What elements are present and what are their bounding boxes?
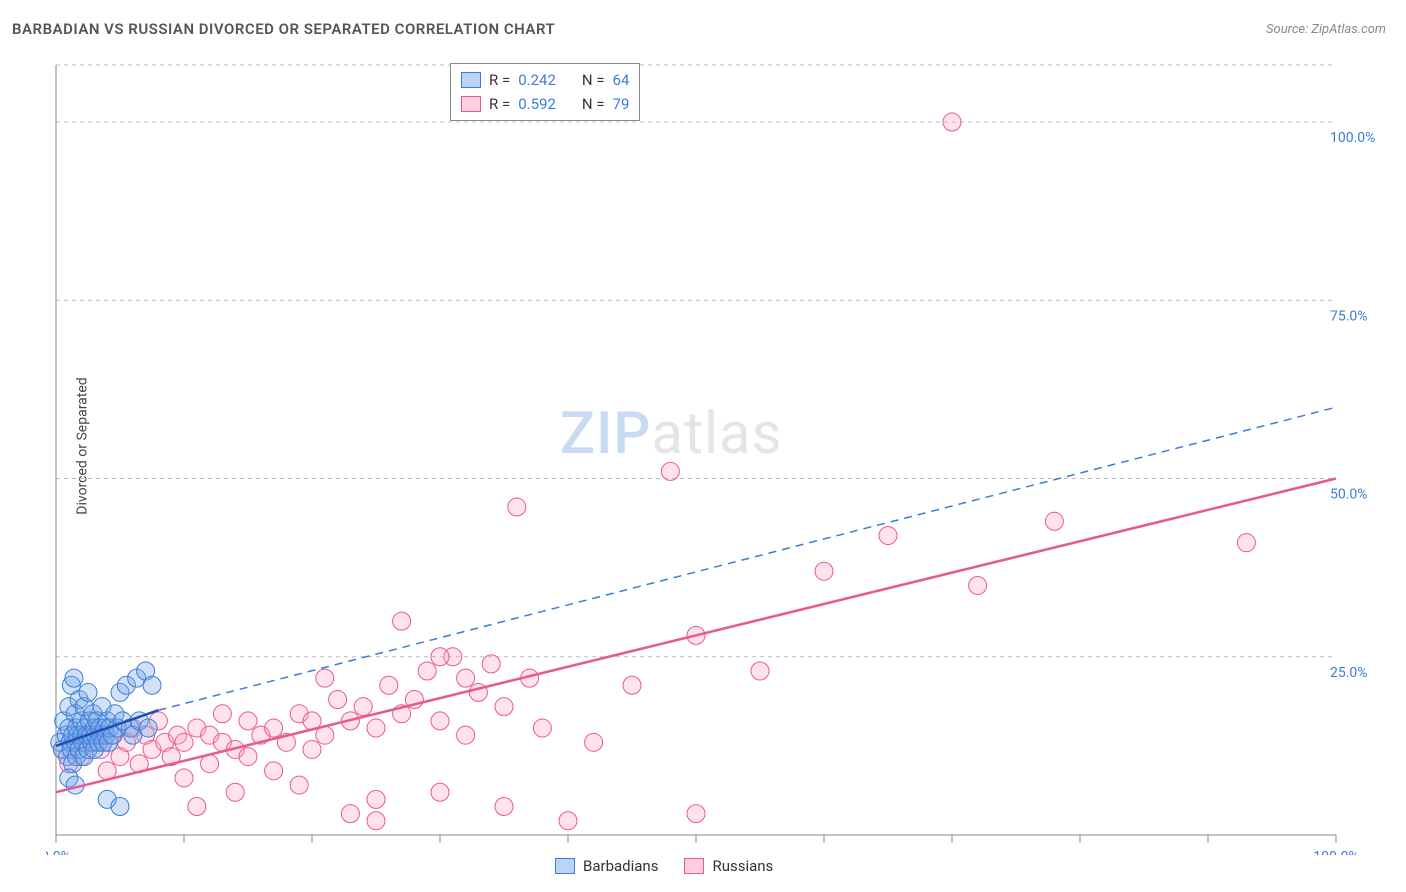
data-point (661, 462, 679, 480)
data-point (79, 683, 97, 701)
data-point (879, 527, 897, 545)
y-tick-label: 50.0% (1330, 487, 1368, 503)
legend-label: Barbadians (583, 857, 658, 875)
data-point (495, 698, 513, 716)
data-point (457, 726, 475, 744)
stats-legend: R = 0.242 N = 64 R = 0.592 N = 79 (450, 63, 640, 121)
data-point (354, 698, 372, 716)
data-point (482, 655, 500, 673)
data-point (1237, 534, 1255, 552)
data-point (418, 662, 436, 680)
r-value: 0.242 (518, 71, 556, 89)
legend-swatch (555, 858, 575, 874)
source-label: Source: ZipAtlas.com (1266, 22, 1386, 37)
legend-label: Russians (712, 857, 773, 875)
data-point (585, 733, 603, 751)
n-value: 64 (613, 71, 630, 89)
data-point (316, 669, 334, 687)
data-point (943, 113, 961, 131)
data-point (239, 748, 257, 766)
title-row: BARBADIAN VS RUSSIAN DIVORCED OR SEPARAT… (12, 20, 1386, 38)
data-point (213, 705, 231, 723)
data-point (393, 612, 411, 630)
data-point (431, 648, 449, 666)
data-point (139, 719, 157, 737)
data-point (329, 691, 347, 709)
data-point (559, 812, 577, 830)
data-point (969, 576, 987, 594)
legend-item: Russians (684, 857, 773, 875)
data-point (111, 797, 129, 815)
data-point (265, 719, 283, 737)
y-tick-label: 100.0% (1330, 130, 1375, 146)
data-point (239, 712, 257, 730)
data-point (367, 812, 385, 830)
data-point (431, 783, 449, 801)
r-label: R = (489, 71, 510, 89)
legend-swatch (684, 858, 704, 874)
data-point (65, 669, 83, 687)
data-point (751, 662, 769, 680)
data-point (457, 669, 475, 687)
scatter-plot: 25.0% 50.0% 75.0% 100.0% 0.0% 100.0% (46, 55, 1386, 855)
data-point (175, 769, 193, 787)
data-point (226, 783, 244, 801)
data-point (175, 733, 193, 751)
legend-swatch (461, 96, 481, 112)
data-point (495, 797, 513, 815)
data-point (380, 676, 398, 694)
data-point (143, 676, 161, 694)
legend-swatch (461, 72, 481, 88)
legend-item: Barbadians (555, 857, 658, 875)
data-point (367, 790, 385, 808)
data-point (533, 719, 551, 737)
data-point (431, 712, 449, 730)
data-point (623, 676, 641, 694)
chart-title: BARBADIAN VS RUSSIAN DIVORCED OR SEPARAT… (12, 20, 555, 38)
y-tick-label: 25.0% (1330, 665, 1368, 681)
series-legend: Barbadians Russians (555, 857, 773, 875)
n-label: N = (582, 71, 605, 89)
data-point (815, 562, 833, 580)
data-point (290, 776, 308, 794)
data-point (341, 805, 359, 823)
data-point (1045, 512, 1063, 530)
data-point (508, 498, 526, 516)
chart-container: BARBADIAN VS RUSSIAN DIVORCED OR SEPARAT… (0, 0, 1406, 892)
data-point (265, 762, 283, 780)
x-tick-label: 100.0% (1313, 849, 1358, 855)
x-tick-label: 0.0% (46, 849, 71, 855)
data-point (367, 719, 385, 737)
stats-legend-row: R = 0.592 N = 79 (461, 92, 629, 116)
data-point (687, 805, 705, 823)
data-point (303, 740, 321, 758)
r-value: 0.592 (518, 95, 556, 113)
data-point (188, 797, 206, 815)
y-tick-label: 75.0% (1330, 308, 1368, 324)
r-label: R = (489, 95, 510, 113)
n-value: 79 (613, 95, 630, 113)
n-label: N = (582, 95, 605, 113)
stats-legend-row: R = 0.242 N = 64 (461, 68, 629, 92)
